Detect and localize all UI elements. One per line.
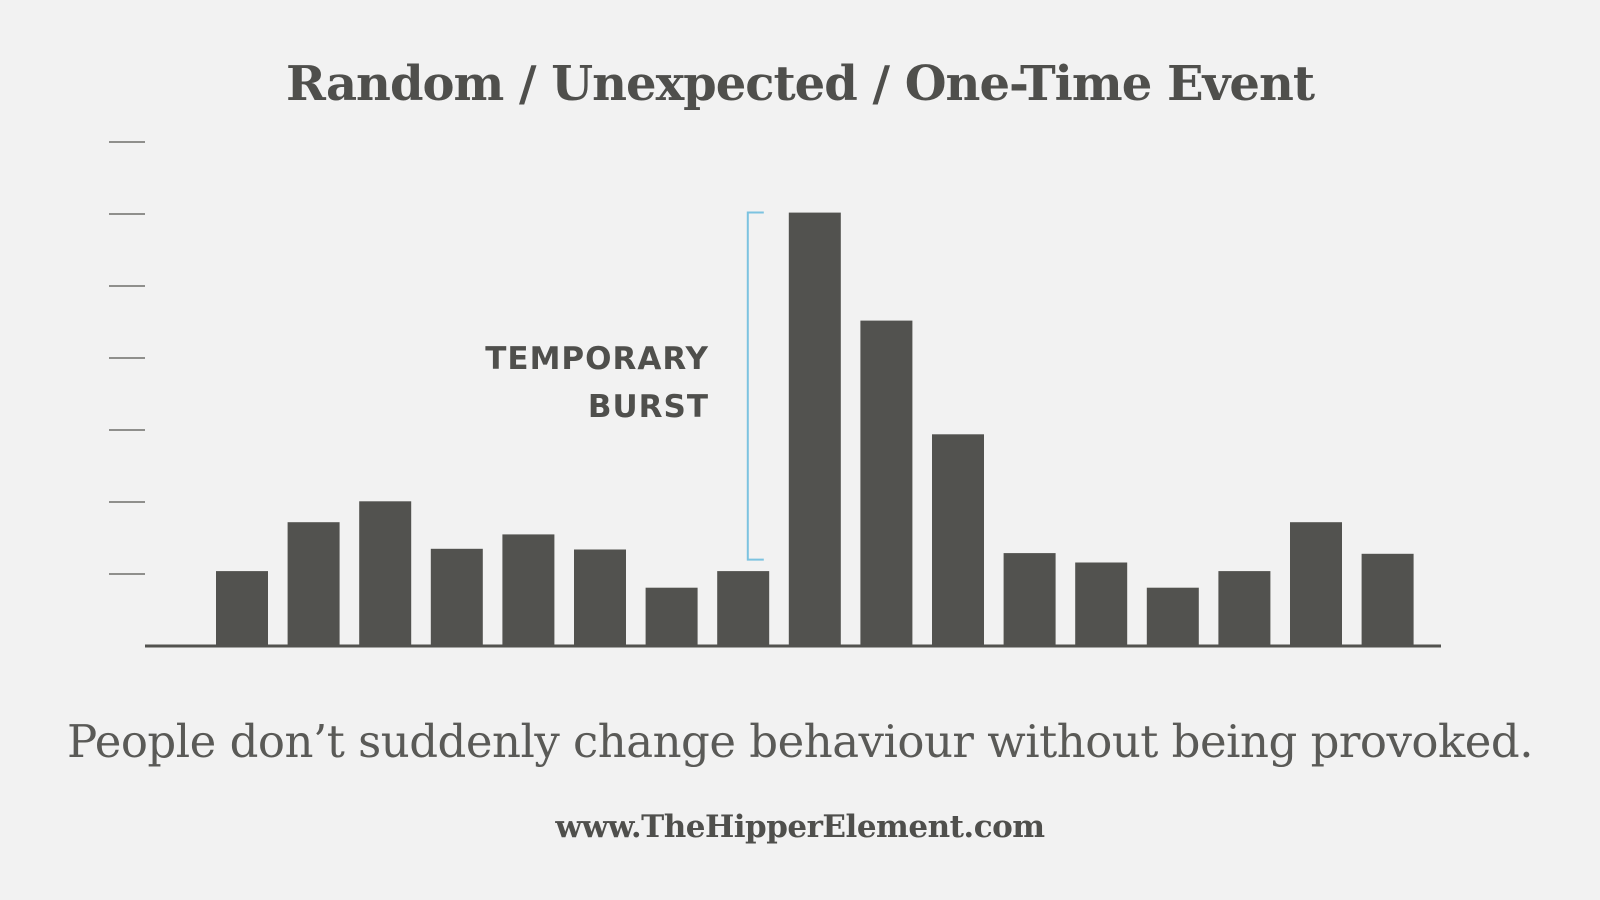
annotation-label-line-1: TEMPORARY bbox=[485, 341, 709, 377]
bar-2 bbox=[287, 522, 340, 646]
bar-5 bbox=[502, 534, 555, 646]
footer-url: www.TheHipperElement.com bbox=[555, 809, 1045, 845]
bar-10 bbox=[860, 320, 913, 646]
bar-1 bbox=[216, 571, 268, 646]
bars bbox=[216, 212, 1414, 646]
annotation-label-line-2: BURST bbox=[588, 389, 709, 425]
bar-7 bbox=[645, 587, 698, 646]
caption: People don’t suddenly change behaviour w… bbox=[66, 715, 1534, 768]
burst-bracket bbox=[746, 211, 764, 561]
bar-15 bbox=[1218, 571, 1271, 646]
bar-3 bbox=[359, 501, 412, 646]
chart-title: Random / Unexpected / One-Time Event bbox=[285, 56, 1315, 112]
bar-4 bbox=[430, 548, 483, 646]
bar-9 bbox=[788, 212, 841, 646]
bar-11 bbox=[932, 434, 984, 646]
bar-17 bbox=[1361, 553, 1414, 646]
bar-12 bbox=[1003, 553, 1056, 646]
bar-8 bbox=[717, 571, 770, 646]
bar-14 bbox=[1146, 587, 1199, 646]
bar-13 bbox=[1075, 562, 1128, 646]
bar-16 bbox=[1290, 522, 1342, 646]
bar-6 bbox=[574, 549, 626, 646]
y-axis-ticks bbox=[109, 141, 145, 575]
